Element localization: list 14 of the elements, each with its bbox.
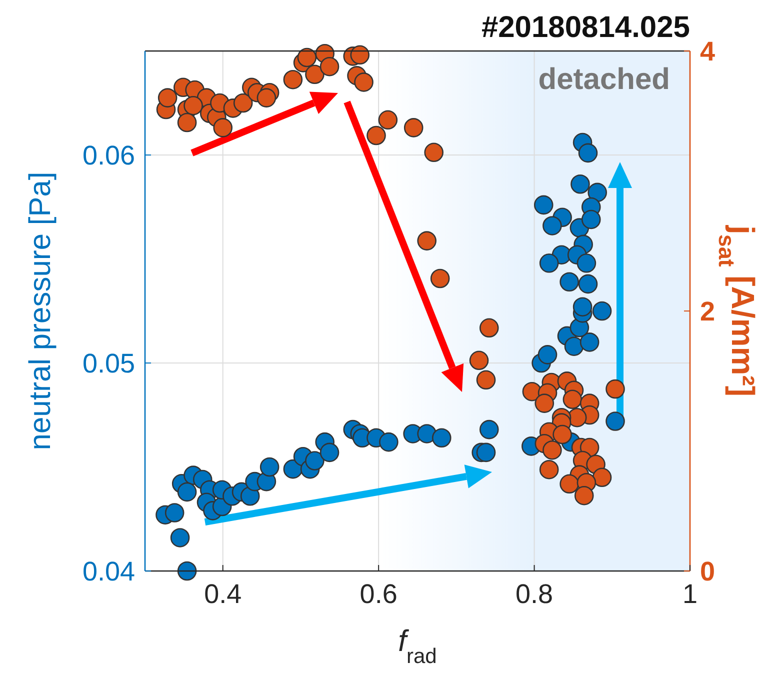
y2-tick-label: 2	[700, 296, 716, 326]
y-tick-label: 0.04	[82, 556, 135, 586]
y-axis-title: neutral pressure [Pa]	[24, 172, 57, 450]
x-tick-label: 0.8	[516, 579, 554, 609]
y-tick-label: 0.06	[82, 140, 135, 170]
band-label: detached	[538, 63, 670, 96]
x-tick-label: 0.4	[204, 579, 242, 609]
y-tick-label: 0.05	[82, 348, 135, 378]
chart-title: #20180814.025	[481, 11, 690, 44]
x-axis-title: f$_{rad}$	[398, 625, 437, 668]
y2-tick-label: 4	[700, 36, 716, 66]
x-tick-label: 0.6	[360, 579, 398, 609]
y2-tick-label: 0	[700, 556, 716, 586]
x-tick-label: 1	[682, 579, 698, 609]
